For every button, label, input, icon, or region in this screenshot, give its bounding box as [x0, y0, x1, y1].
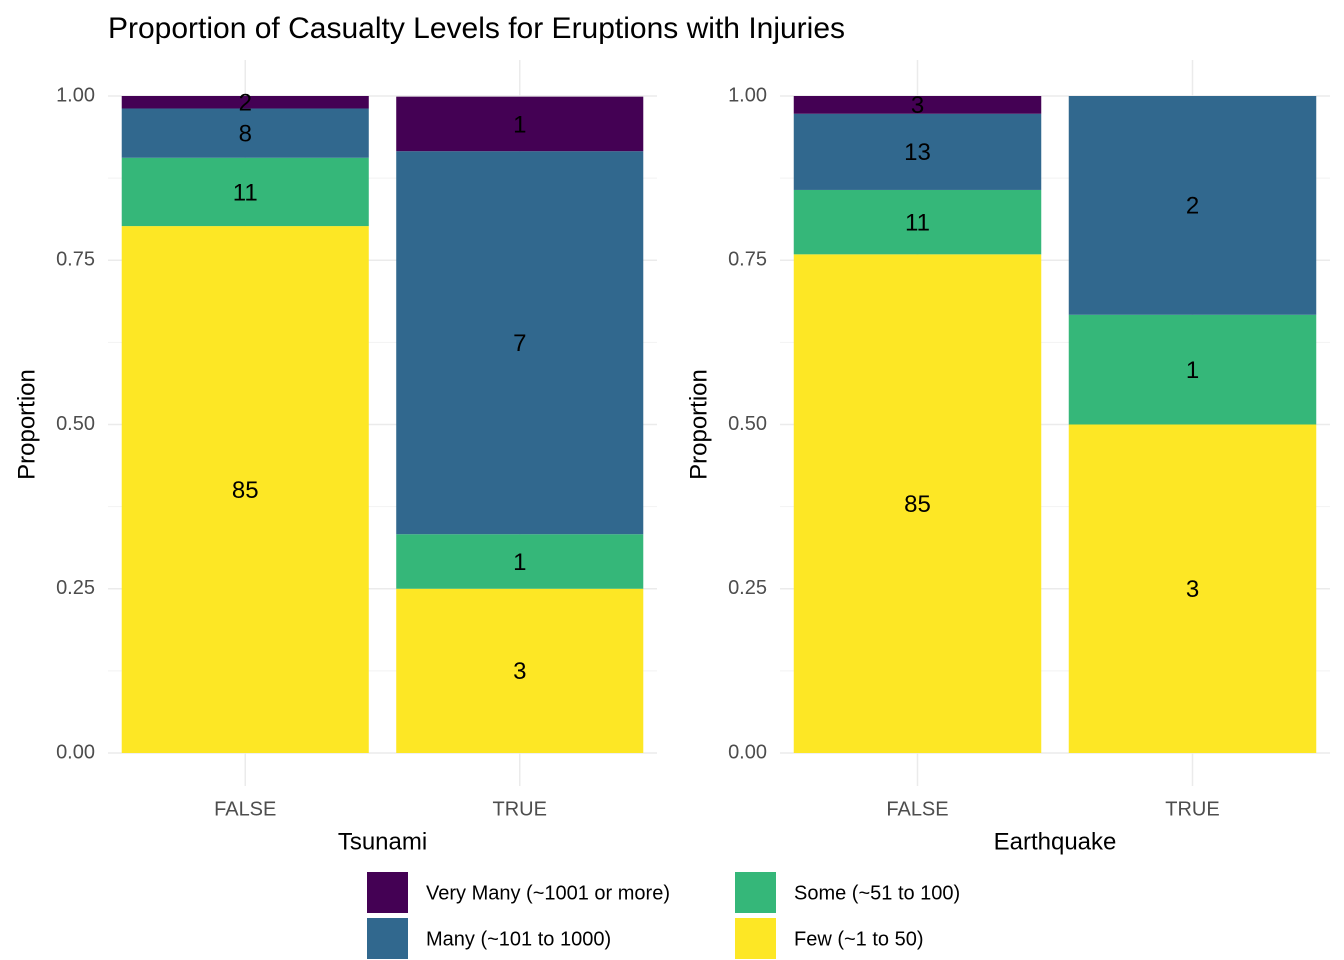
- y-tick-label: 0.75: [56, 249, 95, 271]
- bar-segment: [121, 226, 369, 753]
- x-axis-title: Earthquake: [994, 828, 1117, 855]
- legend-swatch: [735, 918, 776, 959]
- legend-swatch: [735, 872, 776, 913]
- legend-label: Few (~1 to 50): [794, 928, 924, 950]
- y-tick-label: 0.75: [728, 249, 767, 271]
- bar-segment: [396, 588, 644, 753]
- y-axis-title: Proportion: [685, 369, 712, 480]
- data-label: 8: [239, 120, 252, 147]
- data-label: 3: [1186, 576, 1199, 603]
- y-tick-label: 0.00: [56, 741, 95, 763]
- legend-swatch: [367, 872, 408, 913]
- x-tick-label: FALSE: [886, 798, 948, 820]
- data-label: 11: [905, 209, 930, 236]
- bar-segment: [121, 96, 369, 109]
- legend-label: Some (~51 to 100): [794, 882, 960, 904]
- data-label: 1: [1186, 357, 1199, 384]
- legend-label: Very Many (~1001 or more): [426, 882, 670, 904]
- data-label: 2: [239, 90, 252, 117]
- x-tick-label: TRUE: [493, 798, 547, 820]
- bar-segment: [793, 254, 1042, 753]
- bar-segment: [396, 151, 644, 535]
- bar-segment: [1068, 314, 1317, 425]
- data-label: 1: [513, 549, 526, 576]
- legend-label: Many (~101 to 1000): [426, 928, 611, 950]
- bar-segment: [396, 534, 644, 589]
- bar-segment: [1068, 424, 1317, 753]
- y-axis-title: Proportion: [13, 369, 40, 480]
- x-tick-label: TRUE: [1165, 798, 1219, 820]
- legend-swatch: [367, 918, 408, 959]
- data-label: 85: [232, 477, 259, 504]
- data-label: 7: [513, 330, 526, 357]
- data-label: 1: [513, 111, 526, 138]
- data-label: 11: [233, 179, 258, 206]
- bar-segment: [793, 96, 1042, 114]
- bar-segment: [1068, 96, 1317, 315]
- bar-segment: [121, 157, 369, 227]
- y-tick-label: 1.00: [56, 84, 95, 106]
- data-label: 3: [513, 658, 526, 685]
- bar-segment: [396, 96, 644, 152]
- y-tick-label: 0.25: [728, 577, 767, 599]
- data-label: 3: [911, 92, 924, 119]
- data-label: 13: [904, 139, 931, 166]
- x-tick-label: FALSE: [214, 798, 276, 820]
- bar-segment: [793, 189, 1042, 255]
- y-tick-label: 0.25: [56, 577, 95, 599]
- y-tick-label: 1.00: [728, 84, 767, 106]
- y-tick-label: 0.50: [728, 413, 767, 435]
- y-tick-label: 0.00: [728, 741, 767, 763]
- bar-segment: [793, 113, 1042, 190]
- data-label: 85: [904, 491, 931, 518]
- data-label: 2: [1186, 193, 1199, 220]
- y-tick-label: 0.50: [56, 413, 95, 435]
- chart-title: Proportion of Casualty Levels for Erupti…: [108, 12, 845, 45]
- x-axis-title: Tsunami: [338, 828, 427, 855]
- bar-segment: [121, 108, 369, 158]
